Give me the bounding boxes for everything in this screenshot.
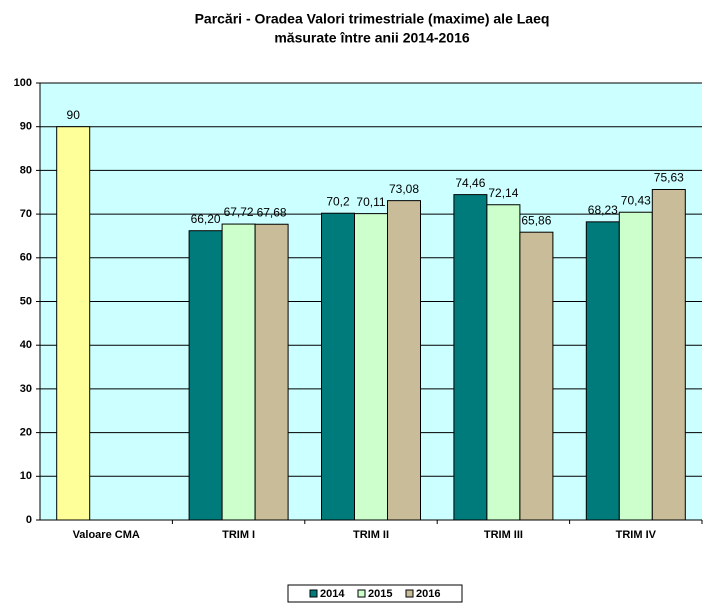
x-tick-label: TRIM II — [353, 529, 389, 541]
bar — [221, 223, 256, 521]
x-tick-label: TRIM I — [222, 529, 255, 541]
data-label: 72,14 — [488, 186, 518, 200]
y-tick-label: 30 — [20, 383, 32, 395]
legend-label: 2016 — [416, 588, 440, 600]
bar — [354, 213, 388, 521]
y-tick-label: 20 — [20, 427, 32, 439]
legend-label: 2015 — [368, 588, 392, 600]
data-label: 66,20 — [191, 212, 221, 226]
bar — [585, 221, 620, 521]
bar — [254, 223, 289, 521]
data-label: 74,46 — [455, 176, 485, 190]
legend-box — [287, 584, 463, 603]
x-tick-label: Valoare CMA — [73, 529, 140, 541]
data-label: 70,2 — [326, 194, 350, 208]
legend-swatch — [309, 589, 318, 598]
legend-swatch — [357, 589, 366, 598]
legend-swatch — [405, 589, 414, 598]
bar — [387, 200, 421, 521]
data-label: 73,08 — [389, 182, 419, 196]
bar — [321, 212, 355, 521]
y-tick-label: 50 — [20, 295, 32, 307]
data-label: 75,63 — [654, 171, 684, 185]
chart-title: Parcări - Oradea Valori trimestriale (ma… — [195, 11, 550, 27]
y-tick-label: 100 — [14, 77, 32, 89]
x-tick-label: TRIM III — [484, 529, 523, 541]
data-label: 70,43 — [621, 193, 651, 207]
x-tick-label: TRIM IV — [616, 529, 657, 541]
y-tick-label: 80 — [20, 164, 32, 176]
bar — [486, 204, 521, 521]
data-label: 90 — [67, 108, 81, 122]
bar — [56, 126, 91, 521]
y-tick-label: 90 — [20, 121, 32, 133]
data-label: 67,72 — [224, 205, 254, 219]
y-tick-label: 10 — [20, 470, 32, 482]
y-tick-label: 70 — [20, 208, 32, 220]
data-label: 68,23 — [588, 203, 618, 217]
legend-label: 2014 — [320, 588, 345, 600]
y-tick-label: 60 — [20, 252, 32, 264]
data-label: 65,86 — [521, 213, 551, 227]
bar — [618, 211, 653, 521]
y-tick-label: 40 — [20, 339, 32, 351]
y-tick-label: 0 — [26, 514, 32, 526]
bar — [519, 231, 554, 521]
chart-title: măsurate între anii 2014-2016 — [274, 30, 470, 46]
data-label: 67,68 — [257, 205, 287, 219]
bar — [453, 194, 488, 521]
bar — [188, 230, 223, 521]
bar — [651, 188, 686, 521]
data-label: 70,11 — [356, 195, 385, 209]
